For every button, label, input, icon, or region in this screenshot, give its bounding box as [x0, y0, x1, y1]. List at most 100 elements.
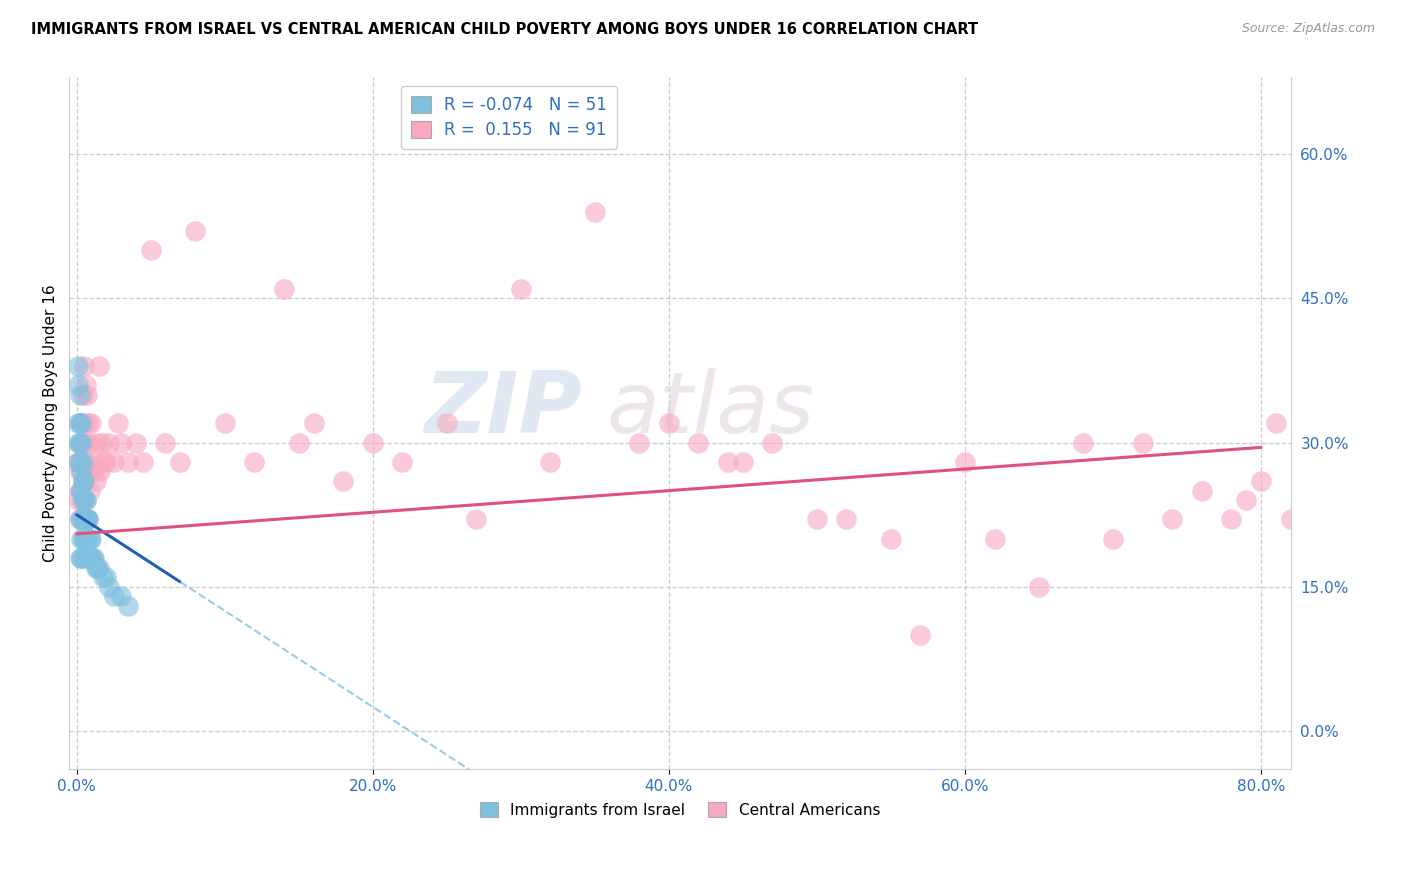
- Point: [67, 359, 90, 373]
- Point: [70, 435, 93, 450]
- Point: [87, 560, 110, 574]
- Point: [658, 417, 681, 431]
- Point: [72, 387, 94, 401]
- Point: [69, 483, 91, 498]
- Point: [243, 455, 266, 469]
- Point: [1324, 425, 1347, 440]
- Point: [98, 580, 121, 594]
- Point: [332, 474, 354, 488]
- Point: [70, 512, 93, 526]
- Point: [80, 532, 103, 546]
- Point: [688, 435, 710, 450]
- Point: [1368, 435, 1391, 450]
- Text: IMMIGRANTS FROM ISRAEL VS CENTRAL AMERICAN CHILD POVERTY AMONG BOYS UNDER 16 COR: IMMIGRANTS FROM ISRAEL VS CENTRAL AMERIC…: [31, 22, 979, 37]
- Point: [287, 435, 309, 450]
- Point: [79, 435, 101, 450]
- Point: [69, 435, 91, 450]
- Point: [169, 455, 191, 469]
- Point: [77, 417, 100, 431]
- Point: [910, 628, 932, 642]
- Point: [82, 550, 104, 565]
- Point: [69, 455, 91, 469]
- Point: [103, 455, 125, 469]
- Legend: Immigrants from Israel, Central Americans: Immigrants from Israel, Central American…: [474, 796, 886, 824]
- Point: [953, 455, 976, 469]
- Point: [76, 455, 98, 469]
- Point: [436, 417, 458, 431]
- Point: [70, 550, 93, 565]
- Point: [73, 512, 96, 526]
- Point: [1354, 483, 1376, 498]
- Point: [1220, 512, 1243, 526]
- Point: [117, 599, 139, 613]
- Point: [72, 532, 94, 546]
- Point: [391, 455, 413, 469]
- Point: [77, 532, 100, 546]
- Point: [80, 550, 103, 565]
- Point: [76, 512, 98, 526]
- Point: [72, 512, 94, 526]
- Point: [72, 435, 94, 450]
- Point: [76, 387, 98, 401]
- Point: [184, 224, 207, 238]
- Point: [69, 512, 91, 526]
- Point: [70, 493, 93, 508]
- Point: [73, 417, 96, 431]
- Point: [91, 570, 114, 584]
- Point: [983, 532, 1005, 546]
- Point: [139, 244, 162, 258]
- Point: [86, 435, 108, 450]
- Point: [361, 435, 384, 450]
- Point: [76, 550, 98, 565]
- Point: [509, 282, 531, 296]
- Point: [1132, 435, 1154, 450]
- Point: [717, 455, 740, 469]
- Point: [77, 512, 100, 526]
- Point: [79, 532, 101, 546]
- Point: [69, 512, 91, 526]
- Point: [69, 464, 91, 478]
- Point: [72, 474, 94, 488]
- Point: [70, 483, 93, 498]
- Point: [82, 455, 104, 469]
- Point: [80, 417, 103, 431]
- Text: Source: ZipAtlas.com: Source: ZipAtlas.com: [1241, 22, 1375, 36]
- Point: [75, 378, 97, 392]
- Point: [110, 435, 132, 450]
- Point: [465, 512, 488, 526]
- Point: [96, 455, 118, 469]
- Point: [69, 417, 91, 431]
- Point: [91, 455, 114, 469]
- Point: [273, 282, 295, 296]
- Point: [76, 532, 98, 546]
- Point: [69, 435, 91, 450]
- Point: [69, 387, 91, 401]
- Point: [73, 532, 96, 546]
- Point: [84, 560, 107, 574]
- Point: [1191, 483, 1213, 498]
- Point: [72, 474, 94, 488]
- Point: [73, 359, 96, 373]
- Point: [87, 359, 110, 373]
- Point: [67, 417, 90, 431]
- Point: [110, 590, 132, 604]
- Point: [69, 550, 91, 565]
- Point: [1309, 483, 1331, 498]
- Point: [67, 435, 90, 450]
- Point: [628, 435, 651, 450]
- Point: [302, 417, 325, 431]
- Point: [83, 464, 105, 478]
- Point: [806, 512, 828, 526]
- Point: [75, 493, 97, 508]
- Point: [70, 417, 93, 431]
- Point: [835, 512, 858, 526]
- Point: [96, 570, 118, 584]
- Point: [83, 550, 105, 565]
- Point: [75, 532, 97, 546]
- Point: [89, 464, 111, 478]
- Point: [86, 560, 108, 574]
- Point: [1234, 493, 1257, 508]
- Point: [77, 464, 100, 478]
- Point: [731, 455, 754, 469]
- Point: [1028, 580, 1050, 594]
